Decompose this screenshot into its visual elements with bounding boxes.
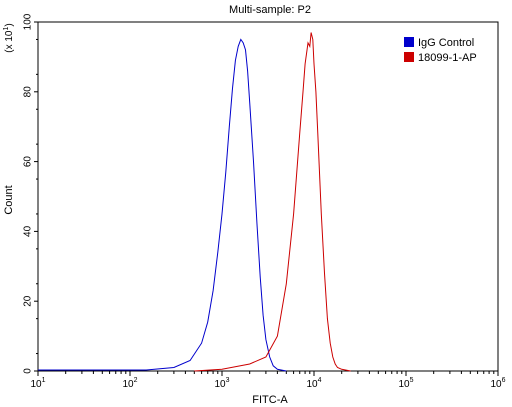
x-tick-label: 103 [214, 377, 229, 390]
y-multiplier-prefix: (x 10 [4, 30, 15, 53]
y-multiplier-exponent: 1 [3, 27, 10, 31]
legend-swatch-0 [404, 37, 414, 47]
y-ticks: 0 20 40 60 80 100 [23, 13, 38, 374]
series-line-1 [194, 32, 351, 372]
legend-label-0: IgG Control [418, 37, 474, 49]
series-layer [38, 32, 351, 372]
legend-label-1: 18099-1-AP [418, 52, 477, 64]
x-tick-label: 101 [30, 377, 45, 390]
x-tick-label: 105 [398, 377, 413, 390]
legend-item-1: 18099-1-AP [404, 52, 477, 64]
series-line-0 [38, 38, 287, 372]
y-axis-label: Count [3, 185, 15, 214]
y-tick-label: 20 [23, 295, 34, 307]
legend: IgG Control 18099-1-AP [404, 37, 477, 64]
x-axis-label: FITC-A [252, 394, 288, 406]
y-tick-label: 0 [23, 368, 34, 374]
y-tick-label: 80 [23, 86, 34, 98]
y-multiplier-suffix: ) [4, 23, 15, 26]
x-ticks: 101 102 103 104 105 106 [30, 371, 506, 390]
legend-item-0: IgG Control [404, 37, 474, 49]
plot-frame [37, 21, 499, 372]
x-tick-label: 102 [122, 377, 137, 390]
chart-title: Multi-sample: P2 [229, 4, 311, 16]
y-tick-label: 40 [23, 225, 34, 237]
y-tick-label: 100 [23, 13, 34, 30]
legend-swatch-1 [404, 52, 414, 62]
x-tick-label: 106 [490, 377, 505, 390]
x-tick-label: 104 [306, 377, 321, 390]
y-axis-multiplier: (x 101) [3, 23, 15, 52]
y-tick-label: 60 [23, 156, 34, 168]
y-multiplier-label: (x 101) [3, 23, 15, 52]
